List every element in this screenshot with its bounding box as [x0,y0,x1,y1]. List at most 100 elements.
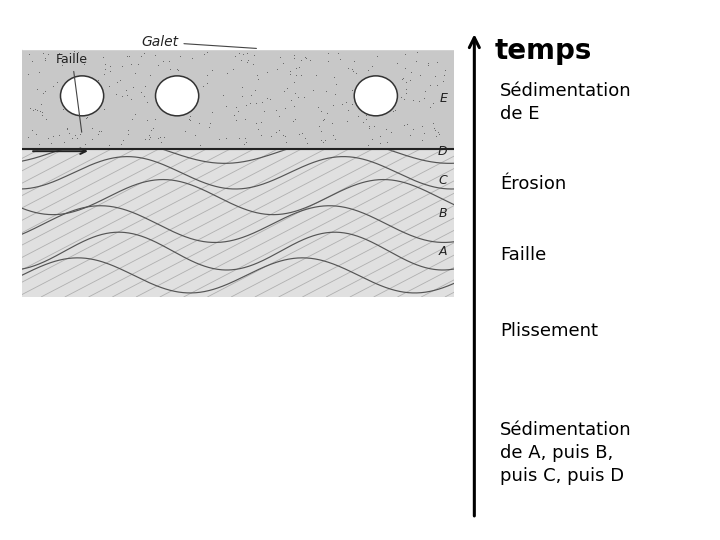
Point [307,85,318,94]
Point [158,75,169,84]
Point [229,110,240,119]
Point [69,131,81,139]
Point [422,58,433,67]
Point [387,106,399,115]
Point [79,82,91,91]
Point [405,68,417,77]
Point [346,85,358,94]
Point [413,97,425,105]
Point [86,81,98,90]
Point [329,90,341,98]
Point [58,137,70,146]
Point [431,80,442,89]
Point [86,135,98,144]
Point [277,130,289,139]
Point [400,50,411,58]
Point [363,124,374,133]
Point [198,50,210,58]
Point [189,131,200,139]
Point [139,134,150,143]
Point [179,93,191,102]
Point [288,51,300,59]
Point [288,78,300,86]
Point [400,84,412,93]
Point [163,83,175,92]
Point [348,56,360,65]
Text: Faille: Faille [500,246,546,264]
Point [429,72,441,80]
Point [387,86,398,94]
Point [122,126,134,135]
Point [362,65,374,74]
Point [66,133,77,142]
Point [301,53,312,62]
Text: E: E [439,92,447,105]
Point [97,52,109,61]
Point [62,124,73,132]
Point [168,107,179,116]
Point [72,48,84,57]
Point [31,84,42,93]
Text: temps: temps [495,37,593,64]
Point [158,104,169,113]
Point [163,57,175,65]
Point [347,66,359,75]
Point [148,124,159,132]
Point [424,81,436,90]
Point [130,69,141,77]
Point [204,119,215,127]
Point [173,111,184,119]
Point [418,129,430,137]
Point [400,78,412,86]
Point [174,52,186,60]
Point [408,124,419,133]
Point [40,53,51,62]
Point [140,98,152,106]
Point [207,65,218,74]
Point [203,123,215,132]
Point [53,48,65,57]
Point [121,52,132,60]
Point [104,67,116,76]
Point [143,130,154,139]
Point [171,64,182,73]
Point [60,91,71,100]
Point [74,130,86,139]
Point [117,92,128,100]
Point [396,92,408,101]
Point [233,134,245,143]
Point [326,119,338,127]
Point [45,139,56,147]
Point [98,105,109,113]
Point [233,106,244,115]
Point [330,79,341,88]
Point [400,89,412,97]
Point [371,52,382,60]
Point [292,92,304,101]
Point [278,86,289,95]
Text: C: C [438,174,447,187]
Point [361,114,372,123]
Point [237,83,248,92]
Point [149,115,161,124]
Point [165,65,176,73]
Point [26,125,37,134]
Point [343,64,354,72]
Point [428,98,439,107]
Point [89,89,100,98]
Point [357,118,369,126]
Point [356,98,368,107]
Point [428,123,440,132]
Point [116,62,127,71]
Point [284,70,295,78]
Point [318,115,330,124]
Text: D: D [438,145,447,158]
Point [248,50,260,59]
Point [184,116,195,124]
Point [237,50,248,58]
Point [149,51,161,59]
Point [323,57,334,65]
Point [29,105,40,113]
Point [357,80,369,89]
Point [431,132,442,140]
